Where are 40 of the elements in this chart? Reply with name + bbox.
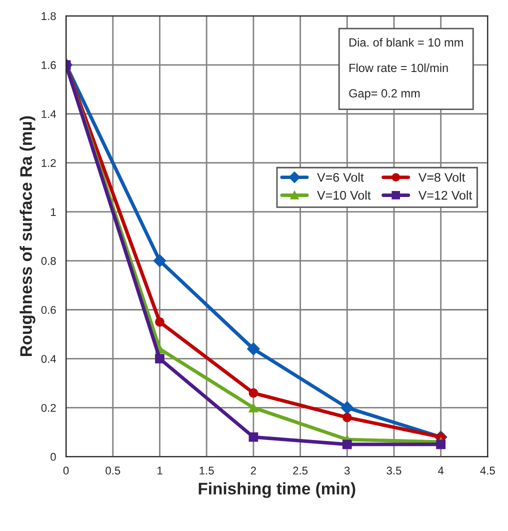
annotation: Flow rate = 10l/min — [350, 63, 448, 72]
legend-label: V=8 Volt — [418, 172, 466, 182]
point — [155, 354, 164, 364]
annotation: Dia. of blank = 10 mm — [350, 38, 463, 47]
x-tick-label: 2 — [250, 466, 256, 474]
y-tick-label: 1.8 — [42, 12, 56, 20]
annotation: Gap= 0.2 mm — [349, 89, 420, 100]
y-tick-label: 0.8 — [41, 257, 56, 265]
point — [340, 401, 354, 414]
point — [436, 440, 446, 450]
y-tick-label: 1.6 — [42, 61, 56, 70]
x-tick-label: 4.5 — [480, 466, 495, 475]
legend-label: V=12 Volt — [418, 190, 472, 200]
x-tick-label: 3 — [344, 466, 350, 475]
y-tick-label: 1.2 — [42, 159, 56, 167]
x-tick-label: 4 — [438, 466, 444, 474]
x-tick-label: 2.5 — [293, 466, 308, 475]
point — [248, 432, 258, 442]
legend-label: V=10 Volt — [317, 190, 371, 200]
y-tick-label: 0 — [50, 452, 56, 461]
point — [247, 342, 260, 356]
x-tick-label: 1 — [157, 466, 162, 474]
y-tick-label: 0.4 — [41, 354, 56, 363]
y-tick-label: 0.6 — [41, 306, 56, 314]
point — [155, 317, 164, 327]
point — [248, 388, 258, 398]
point — [248, 403, 258, 412]
x-tick-label: 1.5 — [200, 466, 214, 475]
x-tick-label: 3.5 — [386, 466, 402, 475]
y-tick-label: 0.2 — [41, 404, 56, 412]
x-axis-title: Finishing time (min) — [198, 482, 356, 498]
legend-label: V=6 Volt — [317, 172, 364, 182]
x-tick-label: 0.5 — [106, 466, 120, 475]
y-tick-label: 1 — [50, 208, 56, 216]
point — [342, 440, 352, 450]
x-tick-label: 0 — [63, 466, 69, 475]
point — [342, 412, 352, 422]
y-axis-title: Roughness of surface Ra (mμ) — [20, 116, 36, 356]
y-tick-label: 1.4 — [42, 110, 56, 118]
point — [153, 254, 166, 268]
